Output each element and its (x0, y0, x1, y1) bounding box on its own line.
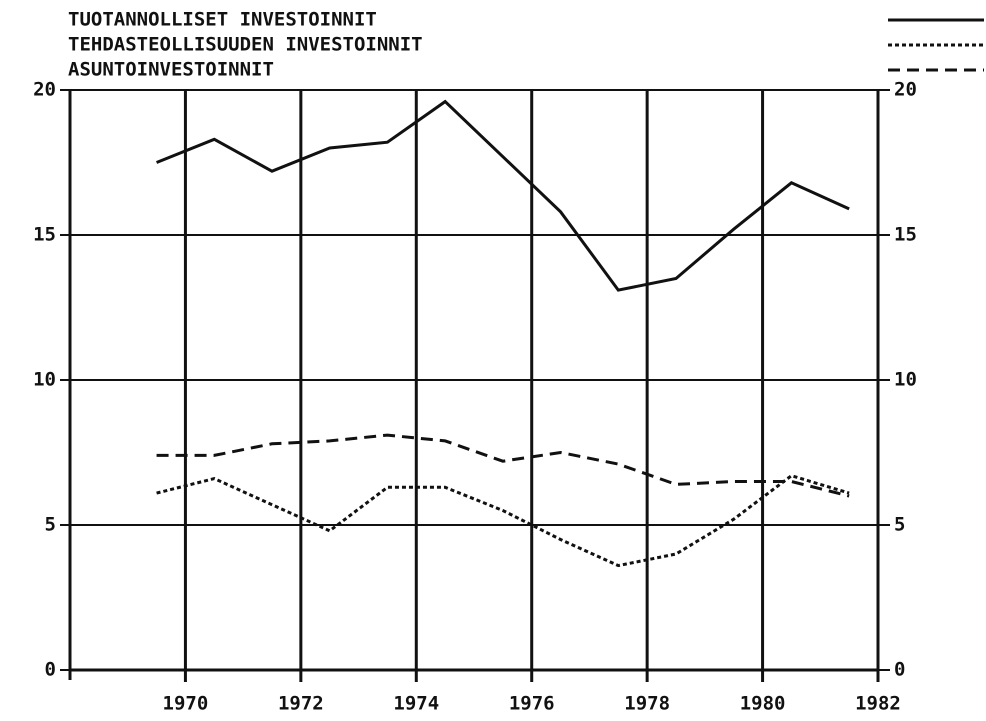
legend-label: TUOTANNOLLISET INVESTOINNIT (68, 9, 377, 31)
x-tick-label: 1982 (855, 693, 901, 715)
x-tick-label: 1980 (740, 693, 786, 715)
y-tick-label: 10 (33, 369, 56, 391)
y-tick-label: 0 (894, 659, 905, 681)
x-tick-label: 1976 (509, 693, 555, 715)
legend-label: TEHDASTEOLLISUUDEN INVESTOINNIT (68, 34, 423, 56)
y-tick-label: 20 (894, 79, 917, 101)
y-tick-label: 5 (894, 514, 905, 536)
x-tick-label: 1972 (278, 693, 324, 715)
y-tick-label: 15 (894, 224, 917, 246)
x-tick-label: 1978 (624, 693, 670, 715)
y-tick-label: 5 (45, 514, 56, 536)
y-tick-label: 0 (45, 659, 56, 681)
x-tick-label: 1970 (163, 693, 209, 715)
x-tick-label: 1974 (393, 693, 439, 715)
legend-label: ASUNTOINVESTOINNIT (68, 59, 274, 81)
y-tick-label: 10 (894, 369, 917, 391)
series-line (156, 433, 850, 498)
series-line (156, 474, 850, 568)
y-tick-label: 15 (33, 224, 56, 246)
y-tick-label: 20 (33, 79, 56, 101)
series-line (156, 99, 850, 292)
